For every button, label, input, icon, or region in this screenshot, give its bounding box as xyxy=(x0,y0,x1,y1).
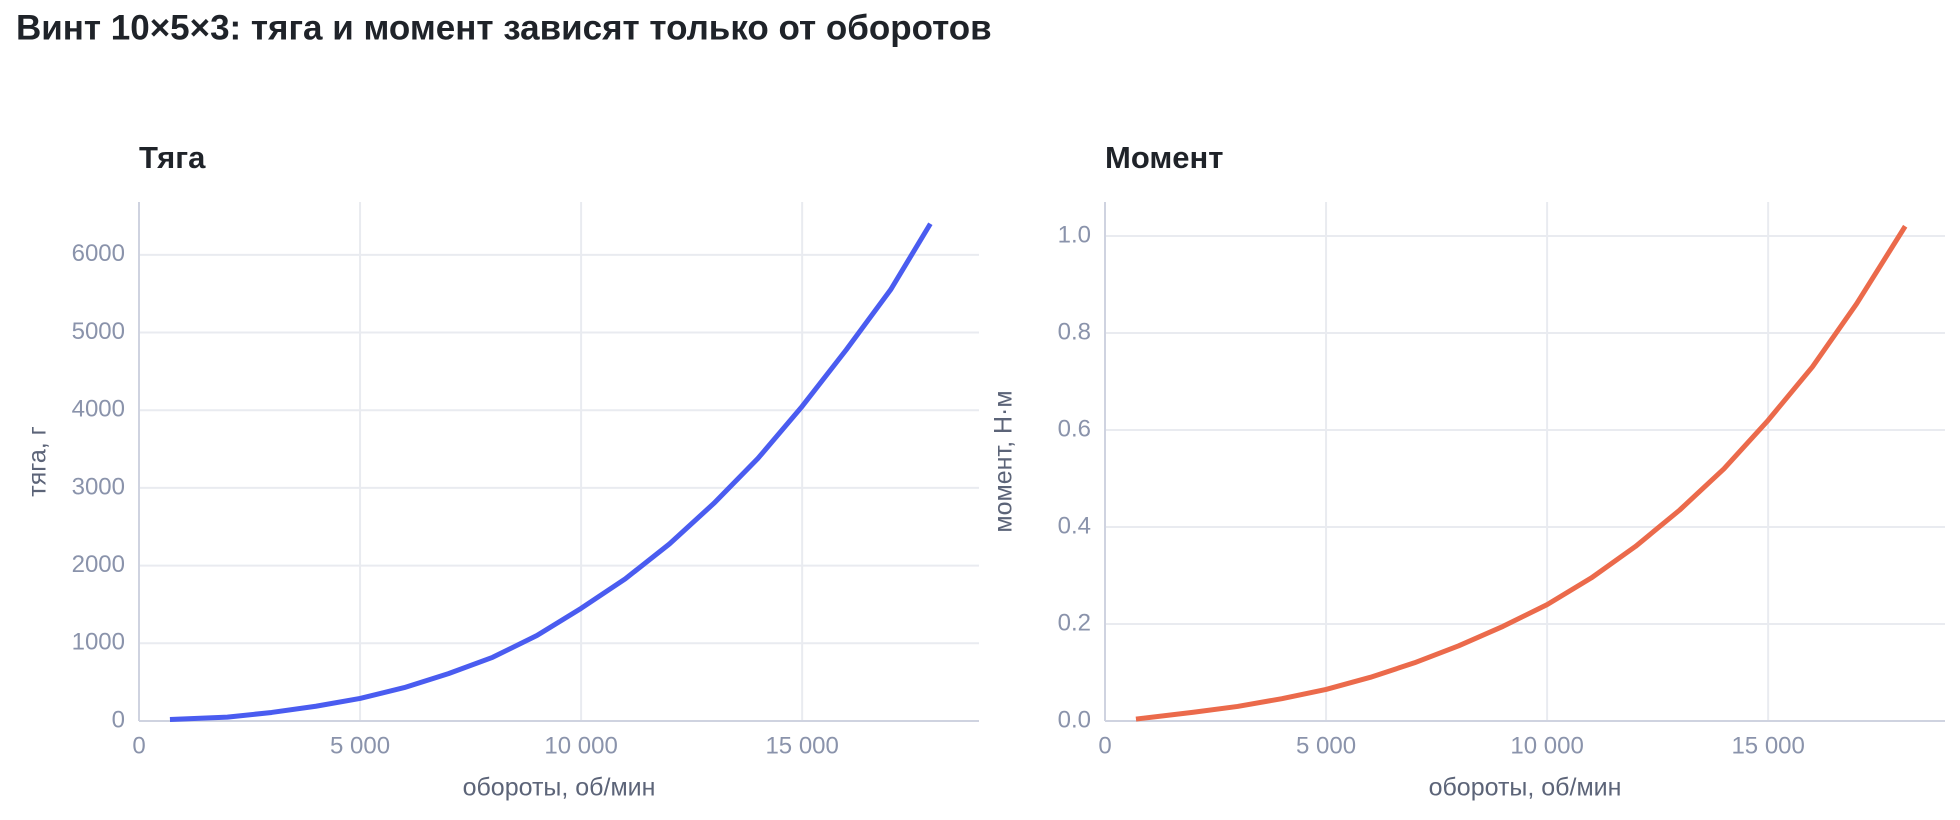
x-tick-label: 10 000 xyxy=(544,732,617,759)
x-tick-label: 10 000 xyxy=(1510,732,1583,759)
y-tick-label: 0 xyxy=(112,706,125,733)
x-tick-label: 15 000 xyxy=(1731,732,1804,759)
panel-title: Тяга xyxy=(139,140,206,175)
data-line xyxy=(1135,224,1908,722)
y-tick-label: 4000 xyxy=(72,396,125,423)
x-tick-label: 5 000 xyxy=(330,732,390,759)
panel-title: Момент xyxy=(1105,140,1223,175)
page-title: Винт 10×5×3: тяга и момент зависят тольк… xyxy=(16,8,992,47)
x-tick-label: 15 000 xyxy=(765,732,838,759)
y-tick-label: 0.4 xyxy=(1058,512,1091,539)
y-tick-label: 6000 xyxy=(72,240,125,267)
y-tick-label: 5000 xyxy=(72,318,125,345)
y-axis-label: тяга, г xyxy=(24,426,52,496)
y-tick-label: 2000 xyxy=(72,551,125,578)
data-line xyxy=(169,222,933,722)
x-tick-label: 5 000 xyxy=(1296,732,1356,759)
y-tick-label: 0.6 xyxy=(1058,415,1091,442)
y-tick-label: 1000 xyxy=(72,629,125,656)
x-axis-label: обороты, об/мин xyxy=(463,774,656,802)
y-tick-label: 0.8 xyxy=(1058,318,1091,345)
y-tick-label: 0.0 xyxy=(1058,706,1091,733)
x-axis-label: обороты, об/мин xyxy=(1429,774,1622,802)
y-axis-label: момент, Н·м xyxy=(990,390,1018,532)
y-tick-label: 3000 xyxy=(72,473,125,500)
x-tick-label: 0 xyxy=(132,732,145,759)
y-tick-label: 0.2 xyxy=(1058,609,1091,636)
y-tick-label: 1.0 xyxy=(1058,221,1091,248)
x-tick-label: 0 xyxy=(1098,732,1111,759)
